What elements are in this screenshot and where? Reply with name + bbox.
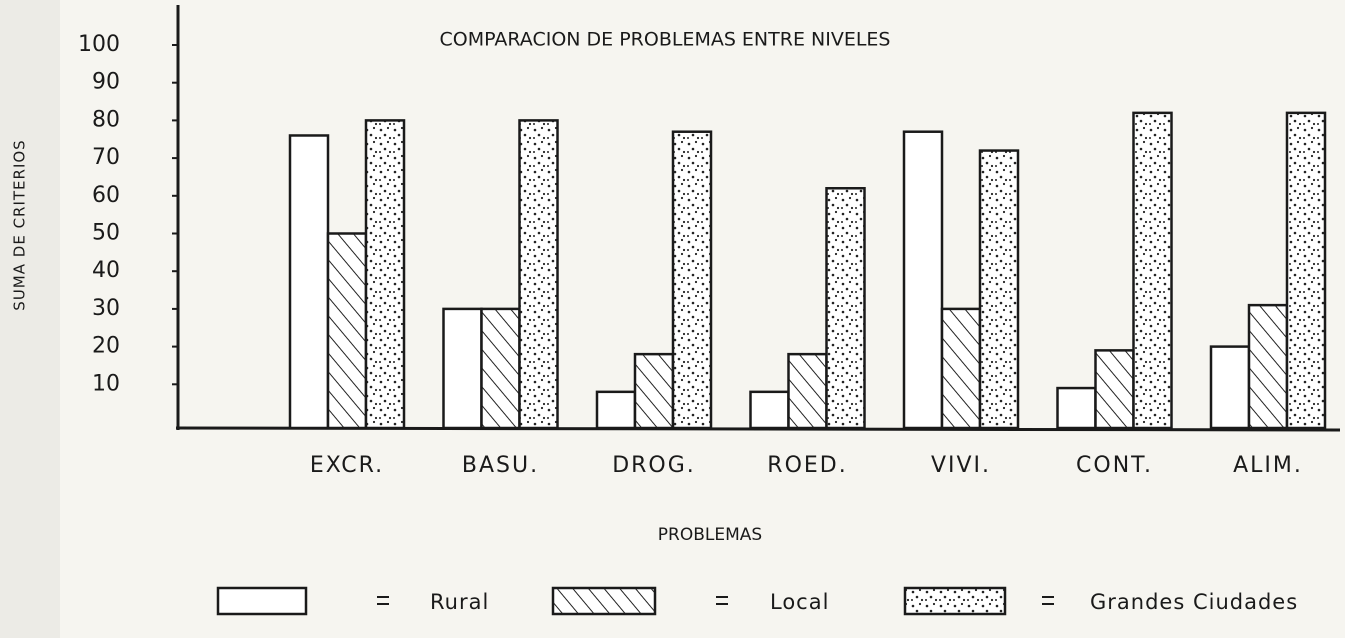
bar	[940, 307, 982, 430]
y-tick-label: 30	[92, 296, 120, 321]
y-tick-label: 40	[92, 258, 120, 283]
x-axis-label: PROBLEMAS	[658, 525, 762, 545]
bar	[480, 307, 521, 430]
bar	[288, 134, 330, 430]
legend-label: Grandes Ciudades	[1090, 590, 1298, 614]
y-tick-label: 20	[92, 334, 120, 359]
x-tick-label: CONT.	[1076, 453, 1153, 478]
bar	[1056, 386, 1097, 430]
bar	[633, 352, 675, 430]
bar	[595, 390, 637, 430]
legend-swatch	[216, 586, 308, 616]
bar	[825, 187, 866, 430]
bar	[1247, 303, 1289, 430]
legend-label: Rural	[430, 590, 489, 614]
x-tick-label: VIVI.	[931, 453, 991, 478]
x-tick-label: ALIM.	[1233, 453, 1303, 478]
bar	[1285, 111, 1327, 430]
bar	[902, 130, 944, 430]
bar	[749, 390, 790, 430]
bar	[1132, 111, 1173, 430]
y-tick-label: 80	[92, 107, 120, 132]
x-tick-label: BASU.	[462, 453, 539, 478]
paper-edge	[0, 0, 60, 638]
y-tick-label: 10	[92, 371, 120, 396]
y-tick-label: 100	[78, 32, 120, 57]
bar	[787, 352, 828, 430]
bar	[364, 119, 406, 430]
bar	[978, 149, 1020, 430]
legend-swatch	[903, 586, 1007, 616]
legend-label: Local	[770, 590, 829, 614]
bar	[326, 232, 368, 430]
y-tick-label: 90	[92, 70, 120, 95]
x-tick-label: DROG.	[612, 453, 696, 478]
chart-title: COMPARACION DE PROBLEMAS ENTRE NIVELES	[440, 29, 891, 51]
y-tick-label: 60	[92, 183, 120, 208]
y-axis-label: SUMA DE CRITERIOS	[11, 139, 29, 310]
bar	[671, 130, 713, 430]
y-tick-label: 50	[92, 221, 120, 246]
bar	[518, 119, 559, 430]
x-tick-label: EXCR.	[310, 453, 384, 478]
bar	[1209, 345, 1251, 430]
bar	[1094, 349, 1135, 430]
x-tick-label: ROED.	[767, 453, 847, 478]
y-tick-label: 70	[92, 145, 120, 170]
legend-swatch	[551, 586, 657, 616]
bar	[442, 307, 483, 430]
